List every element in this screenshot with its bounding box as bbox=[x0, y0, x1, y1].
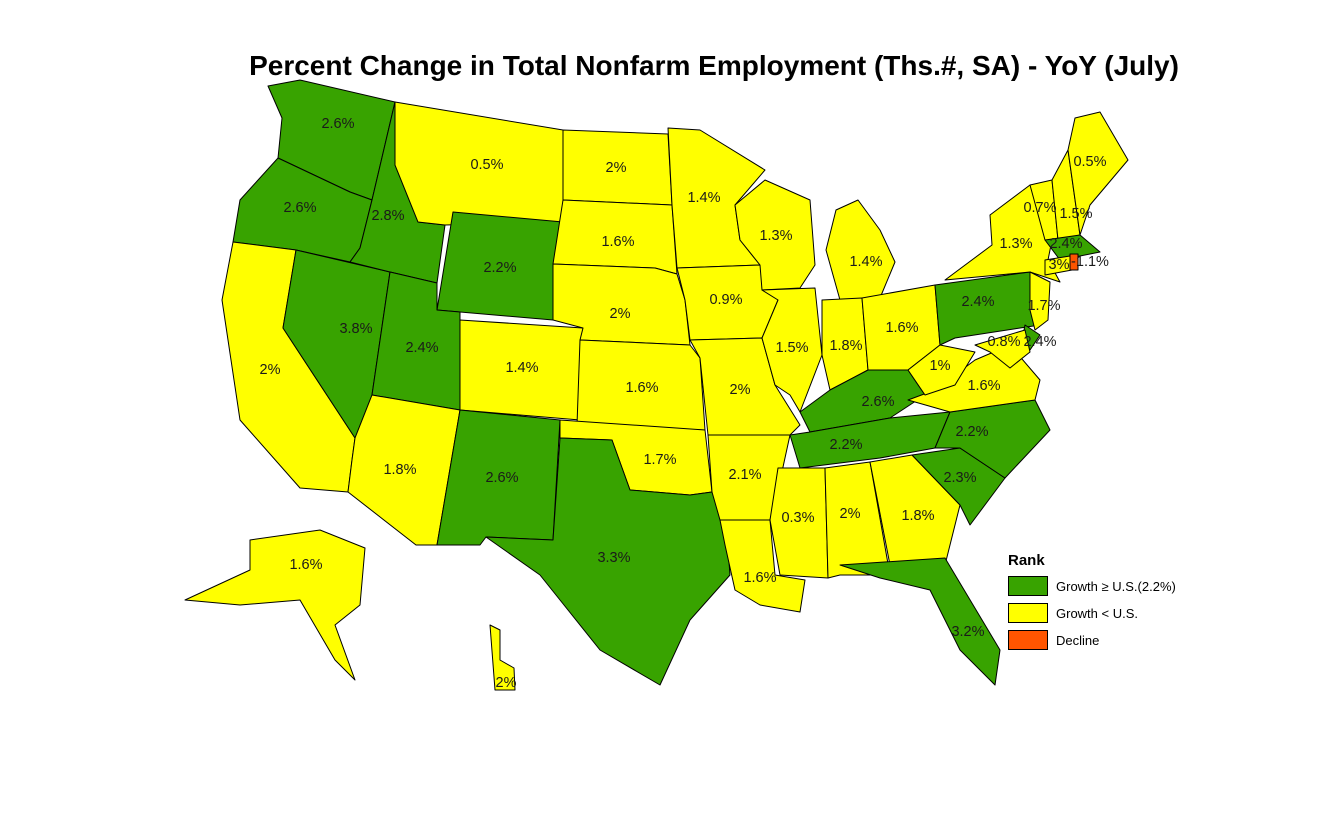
state-value-nv: 3.8% bbox=[339, 321, 372, 337]
state-ma bbox=[1044, 234, 1101, 261]
state-value-tx: 3.3% bbox=[597, 550, 630, 566]
state-md bbox=[974, 329, 1031, 369]
legend-swatch-green bbox=[1008, 576, 1048, 596]
state-value-il: 1.5% bbox=[775, 340, 808, 356]
state-ms bbox=[769, 467, 829, 579]
legend-label: Decline bbox=[1056, 632, 1100, 648]
state-fl bbox=[839, 557, 1001, 686]
state-mi bbox=[825, 199, 896, 301]
state-value-tn: 2.2% bbox=[829, 437, 862, 453]
legend-swatch-orange bbox=[1008, 630, 1048, 650]
state-value-wy: 2.2% bbox=[483, 260, 516, 276]
state-value-ut: 2.4% bbox=[405, 340, 438, 356]
state-value-nm: 2.6% bbox=[485, 470, 518, 486]
state-value-ca: 2% bbox=[260, 362, 281, 378]
state-value-sd: 1.6% bbox=[601, 234, 634, 250]
state-value-mo: 2% bbox=[730, 382, 751, 398]
state-ga bbox=[869, 454, 961, 566]
state-value-va: 1.6% bbox=[967, 378, 1000, 394]
state-value-ct: 3% bbox=[1049, 257, 1070, 273]
state-value-ok: 1.7% bbox=[643, 452, 676, 468]
state-value-fl: 3.2% bbox=[951, 624, 984, 640]
state-value-ri: -1.1% bbox=[1071, 254, 1109, 270]
state-value-or: 2.6% bbox=[283, 200, 316, 216]
state-wv bbox=[907, 344, 976, 396]
state-pa bbox=[934, 271, 1041, 346]
state-value-la: 1.6% bbox=[743, 570, 776, 586]
legend-item-growth-lt-us: Growth < U.S. bbox=[1008, 602, 1176, 624]
state-value-nh: 1.5% bbox=[1059, 206, 1092, 222]
state-value-mi: 1.4% bbox=[849, 254, 882, 270]
state-value-mt: 0.5% bbox=[470, 157, 503, 173]
state-value-ia: 0.9% bbox=[709, 292, 742, 308]
state-al bbox=[824, 461, 891, 579]
state-value-al: 2% bbox=[840, 506, 861, 522]
state-value-de: 2.4% bbox=[1023, 334, 1056, 350]
state-la bbox=[719, 519, 806, 613]
state-value-ny: 1.3% bbox=[999, 236, 1032, 252]
state-value-wi: 1.3% bbox=[759, 228, 792, 244]
legend-swatch-yellow bbox=[1008, 603, 1048, 623]
state-il bbox=[761, 287, 823, 413]
state-sc bbox=[911, 447, 1006, 526]
state-nj bbox=[1029, 271, 1051, 331]
state-value-oh: 1.6% bbox=[885, 320, 918, 336]
map-title: Percent Change in Total Nonfarm Employme… bbox=[249, 50, 1179, 81]
state-value-nd: 2% bbox=[606, 160, 627, 176]
state-value-wv: 1% bbox=[930, 358, 951, 374]
state-ri bbox=[1069, 253, 1079, 271]
state-value-az: 1.8% bbox=[383, 462, 416, 478]
legend-item-growth-ge-us: Growth ≥ U.S.(2.2%) bbox=[1008, 575, 1176, 597]
state-value-ar: 2.1% bbox=[728, 467, 761, 483]
state-value-me: 0.5% bbox=[1073, 154, 1106, 170]
state-value-ky: 2.6% bbox=[861, 394, 894, 410]
state-value-wa: 2.6% bbox=[321, 116, 354, 132]
state-value-mn: 1.4% bbox=[687, 190, 720, 206]
state-value-in: 1.8% bbox=[829, 338, 862, 354]
legend: Rank Growth ≥ U.S.(2.2%) Growth < U.S. D… bbox=[1008, 552, 1176, 656]
state-value-id: 2.8% bbox=[371, 208, 404, 224]
state-value-ks: 1.6% bbox=[625, 380, 658, 396]
state-value-md: 0.8% bbox=[987, 334, 1020, 350]
legend-label: Growth < U.S. bbox=[1056, 605, 1138, 621]
state-ks bbox=[576, 339, 706, 431]
state-value-ne: 2% bbox=[610, 306, 631, 322]
state-hi bbox=[489, 624, 516, 691]
state-value-ma: 2.4% bbox=[1049, 236, 1082, 252]
legend-label: Growth ≥ U.S.(2.2%) bbox=[1056, 578, 1176, 594]
state-tx bbox=[485, 437, 731, 686]
state-value-nj: 1.7% bbox=[1027, 298, 1060, 314]
state-value-nc: 2.2% bbox=[955, 424, 988, 440]
state-ak bbox=[184, 529, 366, 681]
state-value-ak: 1.6% bbox=[289, 557, 322, 573]
state-value-sc: 2.3% bbox=[943, 470, 976, 486]
state-value-co: 1.4% bbox=[505, 360, 538, 376]
state-wi bbox=[734, 179, 816, 291]
state-value-hi: 2% bbox=[496, 675, 517, 691]
state-value-ms: 0.3% bbox=[781, 510, 814, 526]
legend-item-decline: Decline bbox=[1008, 629, 1176, 651]
legend-title: Rank bbox=[1008, 552, 1045, 569]
state-value-vt: 0.7% bbox=[1023, 200, 1056, 216]
state-value-pa: 2.4% bbox=[961, 294, 994, 310]
state-value-ga: 1.8% bbox=[901, 508, 934, 524]
